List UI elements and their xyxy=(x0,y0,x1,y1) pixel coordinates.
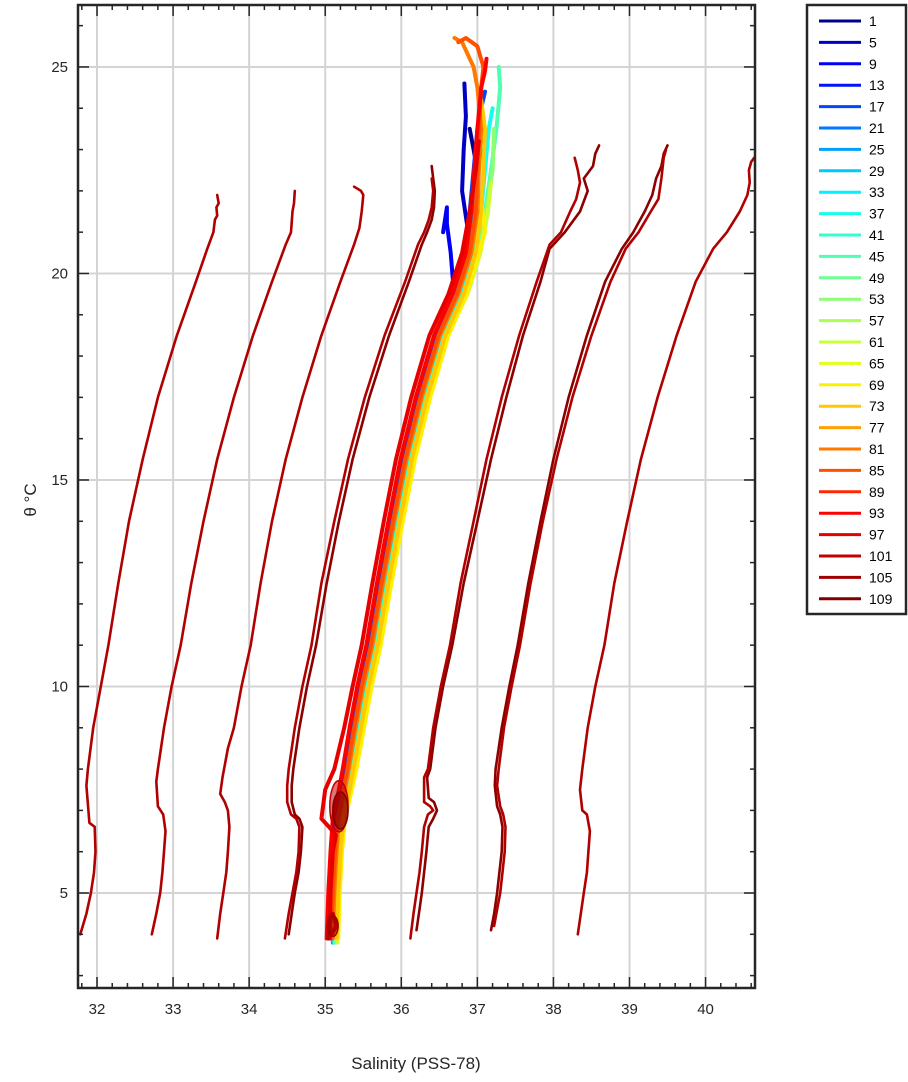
data-cluster xyxy=(332,791,349,830)
series-line xyxy=(150,189,297,936)
legend-label: 53 xyxy=(869,291,885,307)
x-tick-label: 35 xyxy=(317,1001,334,1018)
legend-label: 17 xyxy=(869,99,885,115)
series-line xyxy=(283,177,435,940)
y-tick-label: 25 xyxy=(51,59,68,76)
series-line xyxy=(215,185,365,940)
legend-label: 101 xyxy=(869,548,893,564)
legend-label: 109 xyxy=(869,591,893,607)
legend-label: 41 xyxy=(869,227,885,243)
legend-label: 1 xyxy=(869,13,877,29)
x-tick-label: 34 xyxy=(241,1001,258,1018)
series-line xyxy=(409,156,582,940)
legend: 1 5 9 13 17 21 25 29 33 37 41 45 49 53 57 61 65 69 73 77 81 8… xyxy=(805,3,908,616)
legend-label: 85 xyxy=(869,462,885,478)
x-tick-label: 39 xyxy=(621,1001,638,1018)
series-line xyxy=(79,193,220,936)
y-tick-label: 10 xyxy=(51,678,68,695)
x-tick-label: 36 xyxy=(393,1001,410,1018)
legend-label: 61 xyxy=(869,334,885,350)
x-tick-label: 40 xyxy=(697,1001,714,1018)
legend-label: 89 xyxy=(869,484,885,500)
y-tick-label: 15 xyxy=(51,472,68,489)
legend-label: 97 xyxy=(869,527,885,543)
y-tick-label: 20 xyxy=(51,265,68,282)
y-tick-label: 5 xyxy=(60,885,68,902)
tick-labels: 32 33 34 35 36 37 38 39 40 5 10 15 20 25 xyxy=(51,59,714,1018)
legend-label: 25 xyxy=(869,141,885,157)
legend-label: 57 xyxy=(869,313,885,329)
x-tick-label: 38 xyxy=(545,1001,562,1018)
series-line xyxy=(489,144,669,932)
x-tick-label: 37 xyxy=(469,1001,486,1018)
legend-label: 49 xyxy=(869,270,885,286)
legend-label: 69 xyxy=(869,377,885,393)
x-tick-label: 33 xyxy=(165,1001,182,1018)
series-line xyxy=(492,148,668,928)
legend-label: 65 xyxy=(869,355,885,371)
legend-label: 13 xyxy=(869,77,885,93)
series-line xyxy=(415,144,601,932)
legend-label: 9 xyxy=(869,56,877,72)
x-tick-label: 32 xyxy=(89,1001,106,1018)
legend-label: 81 xyxy=(869,441,885,457)
axis-ticks xyxy=(78,5,755,988)
data-cluster xyxy=(326,914,339,938)
legend-label: 33 xyxy=(869,184,885,200)
data-traces xyxy=(79,36,755,945)
x-axis-label: Salinity (PSS-78) xyxy=(351,1054,480,1073)
legend-label: 5 xyxy=(869,34,877,50)
legend-label: 37 xyxy=(869,206,885,222)
legend-label: 29 xyxy=(869,163,885,179)
series-line xyxy=(287,164,437,936)
legend-label: 93 xyxy=(869,505,885,521)
legend-label: 77 xyxy=(869,420,885,436)
legend-label: 45 xyxy=(869,248,885,264)
legend-label: 73 xyxy=(869,398,885,414)
legend-label: 21 xyxy=(869,120,885,136)
legend-label: 105 xyxy=(869,569,893,585)
series-line xyxy=(576,156,755,936)
legend-box xyxy=(805,3,908,616)
y-axis-label: θ °C xyxy=(21,483,40,516)
series-line xyxy=(319,139,481,941)
